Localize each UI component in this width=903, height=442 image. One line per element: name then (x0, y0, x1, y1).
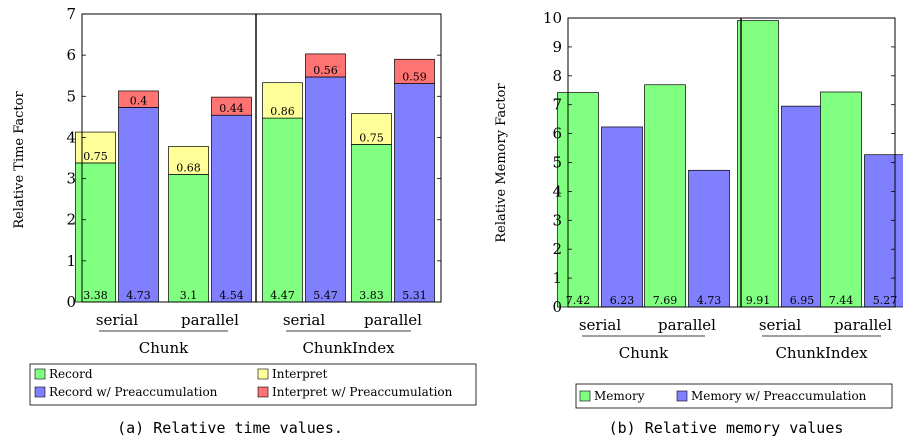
time-chart-bar-top (305, 53, 346, 78)
time-chart-legend-swatch (34, 386, 46, 398)
time-chart-ytick-label: 0 (66, 293, 76, 311)
time-chart-legend-swatch (34, 368, 46, 380)
time-chart-ytick-label: 1 (66, 252, 76, 270)
time-chart-top-label: 0.56 (313, 64, 338, 77)
time-chart-legend-label: Record w/ Preaccumulation (49, 385, 218, 399)
time-chart-base-label: 3.38 (83, 289, 108, 302)
time-chart-ytick-label: 5 (66, 87, 76, 105)
time-chart-bar-base (168, 174, 209, 303)
time-chart-base-label: 3.1 (180, 289, 198, 302)
time-chart-ytick-label: 4 (66, 128, 76, 146)
time-chart-bar-top (394, 58, 435, 84)
time-chart-ytick-label: 2 (66, 211, 76, 229)
time-chart-bar-base (394, 83, 435, 303)
time-chart-base-label: 4.47 (270, 289, 295, 302)
time-chart-top-label: 0.86 (270, 105, 295, 118)
time-chart-base-label: 5.31 (402, 289, 427, 302)
time-chart-bar-top (118, 90, 159, 108)
time-chart-top-label: 0.75 (359, 131, 384, 144)
time-chart-bar-top (168, 146, 209, 175)
time-chart-bar-base (118, 107, 159, 303)
time-chart-bars: 0.75 3.38 0.4 4.73 0.68 3.1 0.44 4.54 0.86 4.47 0.… (75, 53, 435, 303)
time-chart-subgroup-label: serial (283, 311, 325, 329)
time-chart-legend-box (29, 363, 477, 406)
time-chart-group-label: ChunkIndex (302, 339, 395, 357)
time-chart-subgroup-label: parallel (181, 311, 239, 329)
time-chart-base-label: 3.83 (359, 289, 384, 302)
time-chart-ytick-label: 7 (66, 5, 76, 23)
time-chart-base-label: 5.47 (313, 289, 338, 302)
time-chart-legend-label: Record (49, 367, 93, 381)
time-chart-bar-top (351, 113, 392, 145)
time-chart-base-label: 4.54 (219, 289, 244, 302)
time-chart-bar-top (262, 82, 303, 119)
time-chart-ytick-label: 3 (66, 170, 76, 188)
time-chart-ylabel: Relative Time Factor (12, 91, 27, 229)
time-chart-subgroup-label: parallel (364, 311, 422, 329)
time-chart-base-label: 4.73 (126, 289, 151, 302)
time-chart-top-label: 0.44 (219, 102, 244, 115)
time-chart-legend-label: Interpret w/ Preaccumulation (272, 385, 453, 399)
time-chart-bar-top (211, 96, 252, 116)
time-chart-bar-base (211, 114, 252, 303)
time-chart-bar-base (262, 117, 303, 303)
time-chart-legend-label: Interpret (272, 367, 328, 381)
time-chart-bar-base (351, 144, 392, 303)
time-chart-caption: (a) Relative time values. (117, 419, 343, 437)
time-chart-legend-swatch (257, 386, 269, 398)
time-chart-top-label: 0.68 (176, 161, 201, 174)
time-chart-frame (81, 13, 442, 303)
time-chart-top-label: 0.4 (130, 94, 148, 107)
time-chart-group-label: Chunk (139, 339, 189, 357)
time-chart-ytick-label: 6 (66, 46, 76, 64)
time-chart-top-label: 0.59 (402, 71, 427, 84)
time-chart-subgroup-label: serial (96, 311, 138, 329)
time-chart-top-label: 0.75 (83, 150, 108, 163)
time-chart-legend-swatch (257, 368, 269, 380)
time-chart-bar-base (305, 76, 346, 303)
